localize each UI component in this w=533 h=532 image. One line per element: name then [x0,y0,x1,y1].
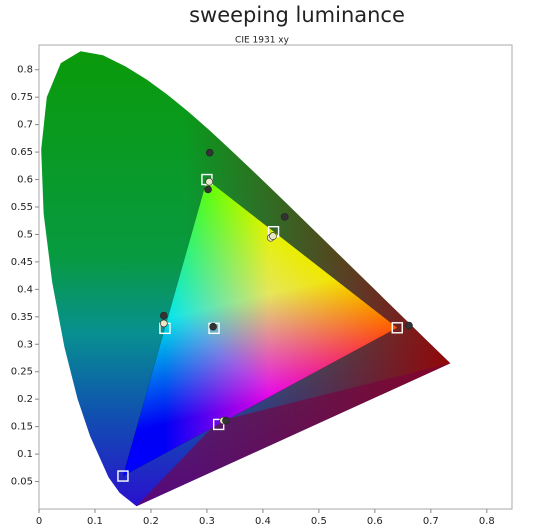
x-tick-label: 0.4 [255,516,271,527]
x-tick-label: 0.8 [479,516,495,527]
plot-frame [38,44,513,510]
y-tick-label: 0.55 [11,202,33,213]
x-tick-label: 0.7 [423,516,439,527]
purple-line-shade [136,363,451,507]
x-tick-label: 0 [36,516,42,527]
gamut-channel [122,179,398,477]
target-marker [391,322,403,334]
target-marker [212,418,225,431]
measured-marker [269,232,277,240]
gamut [122,179,398,477]
y-tick-label: 0.25 [11,367,33,378]
y-tick-label: 0.15 [11,422,33,433]
y-tick-label: 0.2 [17,394,33,405]
y-tick-label: 0.3 [17,339,33,350]
y-tick-label: 0.35 [11,312,33,323]
measured-marker [205,148,214,157]
measured-marker [204,185,212,194]
measured-marker [160,311,168,320]
chart-title: sweeping luminance [189,3,405,27]
x-tick-label: 0.3 [199,516,215,527]
target-marker [117,470,129,482]
y-tick-label: 0.75 [11,92,33,103]
y-tick-label: 0.5 [17,229,33,240]
x-tick-label: 0.6 [367,516,383,527]
y-tick-label: 0.8 [17,65,33,76]
measured-marker [405,321,413,330]
y-tick-label: 0.6 [17,175,33,186]
measured-marker [222,416,230,425]
measured-marker [160,319,168,328]
x-tick-label: 0.2 [143,516,159,527]
x-tick-label: 0.1 [87,516,103,527]
y-tick-label: 0.45 [11,257,33,268]
y-tick-label: 0.05 [11,477,33,488]
x-tick-label: 0.5 [311,516,327,527]
chart-subtitle: CIE 1931 xy [235,36,290,46]
y-tick-label: 0.7 [17,120,33,131]
measured-marker [280,213,289,221]
measured-marker [209,322,217,331]
y-tick-label: 0.65 [11,147,33,158]
y-tick-label: 0.4 [17,284,33,295]
y-tick-label: 0.1 [17,449,33,460]
measured-marker [205,177,213,186]
